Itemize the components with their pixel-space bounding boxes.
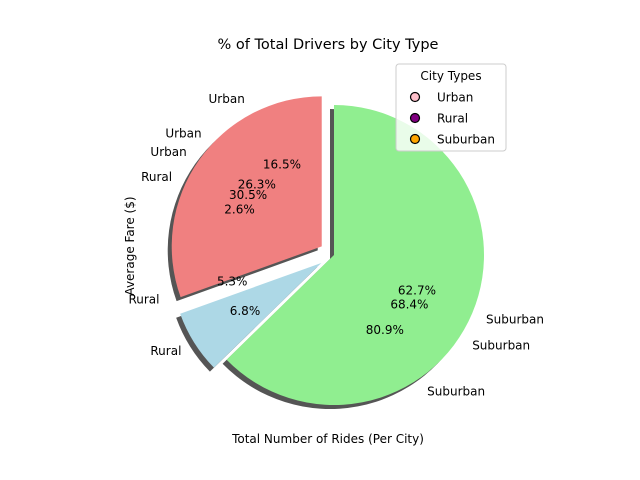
rural-legend-label: Rural: [437, 112, 468, 126]
suburban-category-label: Suburban: [472, 339, 530, 353]
legend-entries: Urban Rural Suburban: [409, 91, 495, 147]
rural-percent-label: 5.3%: [217, 274, 248, 288]
urban-wedge: [171, 96, 322, 298]
urban-percent-label: 30.5%: [229, 188, 267, 202]
chart-title: % of Total Drivers by City Type: [218, 37, 439, 53]
suburban-wedge: [226, 105, 485, 405]
suburban-percent-label: 80.9%: [366, 323, 404, 337]
urban-legend-marker: [409, 91, 421, 103]
rural-wedge: [180, 262, 322, 368]
pie-labels: 16.5% Urban 2.6% Rural 80.9% Suburban 26.3% Urb…: [128, 92, 544, 399]
urban-category-label: Urban: [209, 92, 245, 106]
suburban-percent-label: 62.7%: [398, 283, 436, 297]
urban-percent-label: 26.3%: [238, 177, 276, 191]
rural-percent-label: 2.6%: [224, 203, 255, 217]
urban-category-label: Urban: [165, 127, 201, 141]
suburban-category-label: Suburban: [427, 385, 485, 399]
rural-category-label: Rural: [128, 293, 159, 307]
legend: City Types Urban Rural Suburban: [395, 63, 507, 152]
urban-legend-label: Urban: [437, 91, 473, 105]
legend-title: City Types: [420, 69, 481, 83]
x-axis-label: Total Number of Rides (Per City): [231, 432, 424, 446]
urban-percent-label: 16.5%: [263, 157, 301, 171]
suburban-legend-label: Suburban: [437, 133, 495, 147]
rural-category-label: Rural: [150, 344, 181, 358]
suburban-percent-label: 68.4%: [390, 298, 428, 312]
suburban-legend-marker: [409, 133, 421, 145]
rural-category-label: Rural: [141, 170, 172, 184]
urban-category-label: Urban: [150, 145, 186, 159]
suburban-category-label: Suburban: [486, 313, 544, 327]
legend-frame: [395, 63, 507, 152]
rural-legend-marker: [409, 112, 421, 124]
y-axis-label: Average Fare ($): [123, 196, 137, 295]
pie-wedges: [171, 96, 485, 405]
rural-percent-label: 6.8%: [230, 304, 261, 318]
